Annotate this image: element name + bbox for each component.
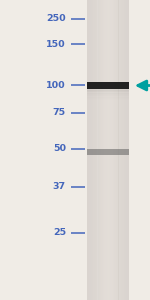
Bar — [87, 93, 129, 95]
Bar — [117, 0, 118, 300]
Bar — [107, 0, 108, 300]
Bar — [114, 0, 115, 300]
Text: 150: 150 — [46, 40, 66, 49]
Text: 250: 250 — [46, 14, 66, 23]
Bar — [89, 0, 90, 300]
Bar — [92, 0, 93, 300]
Bar — [87, 89, 129, 91]
Bar — [98, 0, 99, 300]
Bar — [87, 0, 129, 300]
Bar — [110, 0, 111, 300]
Text: 25: 25 — [53, 228, 66, 237]
Bar — [128, 0, 129, 300]
Bar — [87, 82, 129, 89]
Bar — [105, 0, 106, 300]
Bar — [112, 0, 113, 300]
Bar — [87, 148, 129, 154]
Bar — [121, 0, 122, 300]
Text: 100: 100 — [46, 81, 66, 90]
Bar — [102, 0, 103, 300]
Bar — [99, 0, 100, 300]
Bar — [126, 0, 127, 300]
Bar — [93, 0, 94, 300]
Bar — [111, 0, 112, 300]
Bar — [95, 0, 96, 300]
Bar — [124, 0, 125, 300]
Bar — [127, 0, 128, 300]
Text: 37: 37 — [53, 182, 66, 191]
Bar — [108, 0, 109, 300]
Bar — [94, 0, 95, 300]
Bar — [87, 98, 129, 100]
Bar — [125, 0, 126, 300]
Bar — [87, 92, 129, 94]
Bar — [96, 0, 98, 300]
Bar — [88, 0, 89, 300]
Bar — [122, 0, 123, 300]
Bar — [109, 0, 110, 300]
Bar — [87, 0, 88, 300]
Bar — [87, 97, 129, 99]
Bar — [120, 0, 121, 300]
Text: 75: 75 — [53, 108, 66, 117]
Text: 50: 50 — [53, 144, 66, 153]
Bar — [104, 0, 105, 300]
Bar — [87, 94, 129, 96]
Bar — [90, 0, 91, 300]
Bar — [101, 0, 102, 300]
Bar — [123, 0, 124, 300]
Bar — [91, 0, 92, 300]
Bar — [118, 0, 120, 300]
Bar — [106, 0, 107, 300]
Bar — [87, 95, 129, 98]
Bar — [113, 0, 114, 300]
Bar — [103, 0, 104, 300]
Bar — [116, 0, 117, 300]
Bar — [87, 90, 129, 92]
Bar — [100, 0, 101, 300]
Bar — [115, 0, 116, 300]
